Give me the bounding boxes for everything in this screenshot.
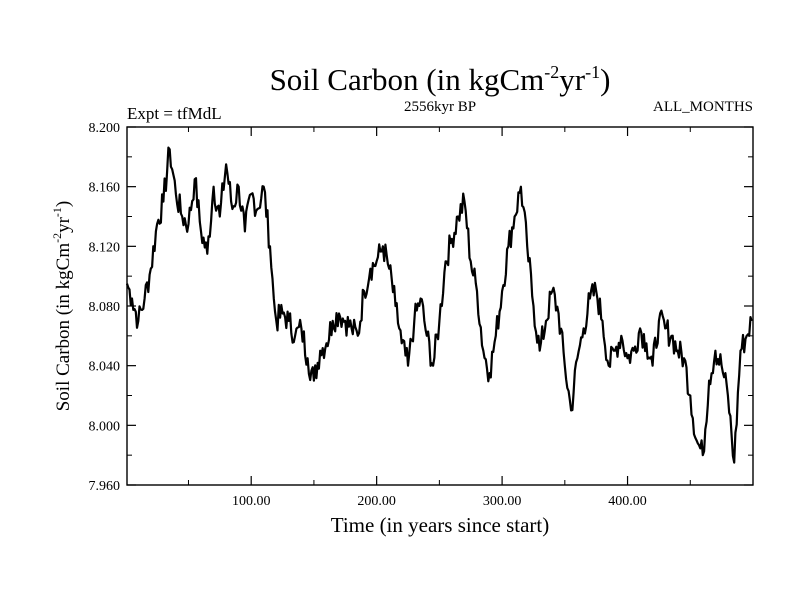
y-axis-label: Soil Carbon (in kgCm-2yr-1): [50, 201, 74, 412]
series-line-soil-carbon: [125, 146, 753, 464]
y-tick-label: 8.000: [89, 419, 121, 434]
x-axis: 100.00 200.00 300.00 400.00: [187, 127, 691, 509]
chart-title: Soil Carbon (in kgCm-2yr-1): [270, 62, 611, 97]
x-tick-label: 100.00: [232, 494, 271, 509]
y-tick-label: 8.200: [89, 121, 121, 136]
y-tick-label: 8.120: [89, 240, 121, 255]
y-tick-label: 8.040: [89, 360, 121, 375]
y-tick-label: 8.080: [89, 300, 121, 315]
experiment-label: Expt = tfMdL: [127, 104, 222, 123]
y-axis: 7.960 8.000 8.040 8.080 8.120 8.160 8.200: [89, 121, 753, 494]
x-axis-label: Time (in years since start): [331, 513, 550, 537]
y-tick-label: 7.960: [89, 479, 121, 494]
y-tick-label: 8.160: [89, 181, 121, 196]
months-label: ALL_MONTHS: [653, 99, 753, 115]
x-tick-label: 200.00: [357, 494, 396, 509]
x-tick-label: 300.00: [483, 494, 522, 509]
x-tick-label: 400.00: [608, 494, 647, 509]
period-label: 2556kyr BP: [404, 99, 476, 115]
